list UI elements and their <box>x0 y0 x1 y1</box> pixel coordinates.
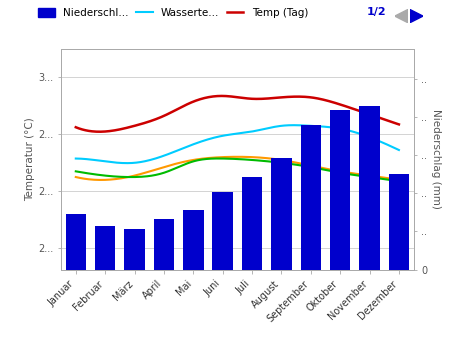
Bar <box>154 219 174 270</box>
Y-axis label: Niederschlag (mm): Niederschlag (mm) <box>431 109 441 209</box>
Bar <box>242 177 262 270</box>
Polygon shape <box>410 9 423 23</box>
Bar <box>271 158 292 270</box>
Bar <box>300 125 321 270</box>
Bar <box>95 226 116 270</box>
Bar <box>124 229 145 270</box>
Bar <box>65 214 86 270</box>
Legend: Niederschl..., Wasserte..., Temp (Tag): Niederschl..., Wasserte..., Temp (Tag) <box>38 8 308 18</box>
Bar <box>212 191 233 270</box>
Bar <box>359 106 380 270</box>
Y-axis label: Temperatur (°C): Temperatur (°C) <box>25 117 35 201</box>
Bar <box>330 110 351 270</box>
Bar <box>389 174 409 270</box>
Polygon shape <box>395 9 408 23</box>
Text: 1/2: 1/2 <box>366 7 386 17</box>
Bar <box>183 210 204 270</box>
